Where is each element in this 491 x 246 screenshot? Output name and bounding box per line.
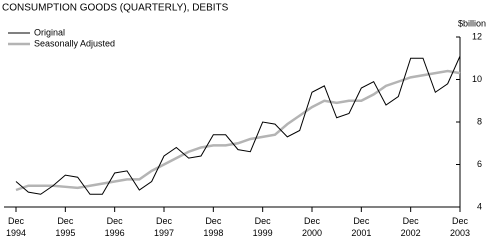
x-tick-label: Dec 1998 bbox=[203, 216, 223, 238]
y-tick-label: 6 bbox=[477, 159, 482, 169]
x-tick-label: Dec 2000 bbox=[302, 216, 322, 238]
x-tick-label: Dec 2001 bbox=[351, 216, 371, 238]
x-tick-label: Dec 2002 bbox=[401, 216, 421, 238]
y-axis-label: $billion bbox=[458, 18, 486, 28]
y-tick-label: 12 bbox=[472, 31, 482, 41]
chart-title: CONSUMPTION GOODS (QUARTERLY), DEBITS bbox=[2, 3, 229, 14]
x-tick-label: Dec 1999 bbox=[253, 216, 273, 238]
series-line bbox=[15, 69, 461, 192]
x-tick-label: Dec 1995 bbox=[55, 216, 75, 238]
series-line bbox=[15, 55, 461, 195]
x-tick-label: Dec 1994 bbox=[6, 216, 26, 238]
x-tick-label: Dec 1997 bbox=[154, 216, 174, 238]
x-tick-label: Dec 2003 bbox=[450, 216, 470, 238]
x-tick-label: Dec 1996 bbox=[105, 216, 125, 238]
y-tick-label: 4 bbox=[477, 201, 482, 211]
legend-label: Original bbox=[34, 27, 65, 37]
y-tick-label: 8 bbox=[477, 116, 482, 126]
legend-label: Seasonally Adjusted bbox=[34, 38, 115, 48]
y-tick-label: 10 bbox=[472, 74, 482, 84]
